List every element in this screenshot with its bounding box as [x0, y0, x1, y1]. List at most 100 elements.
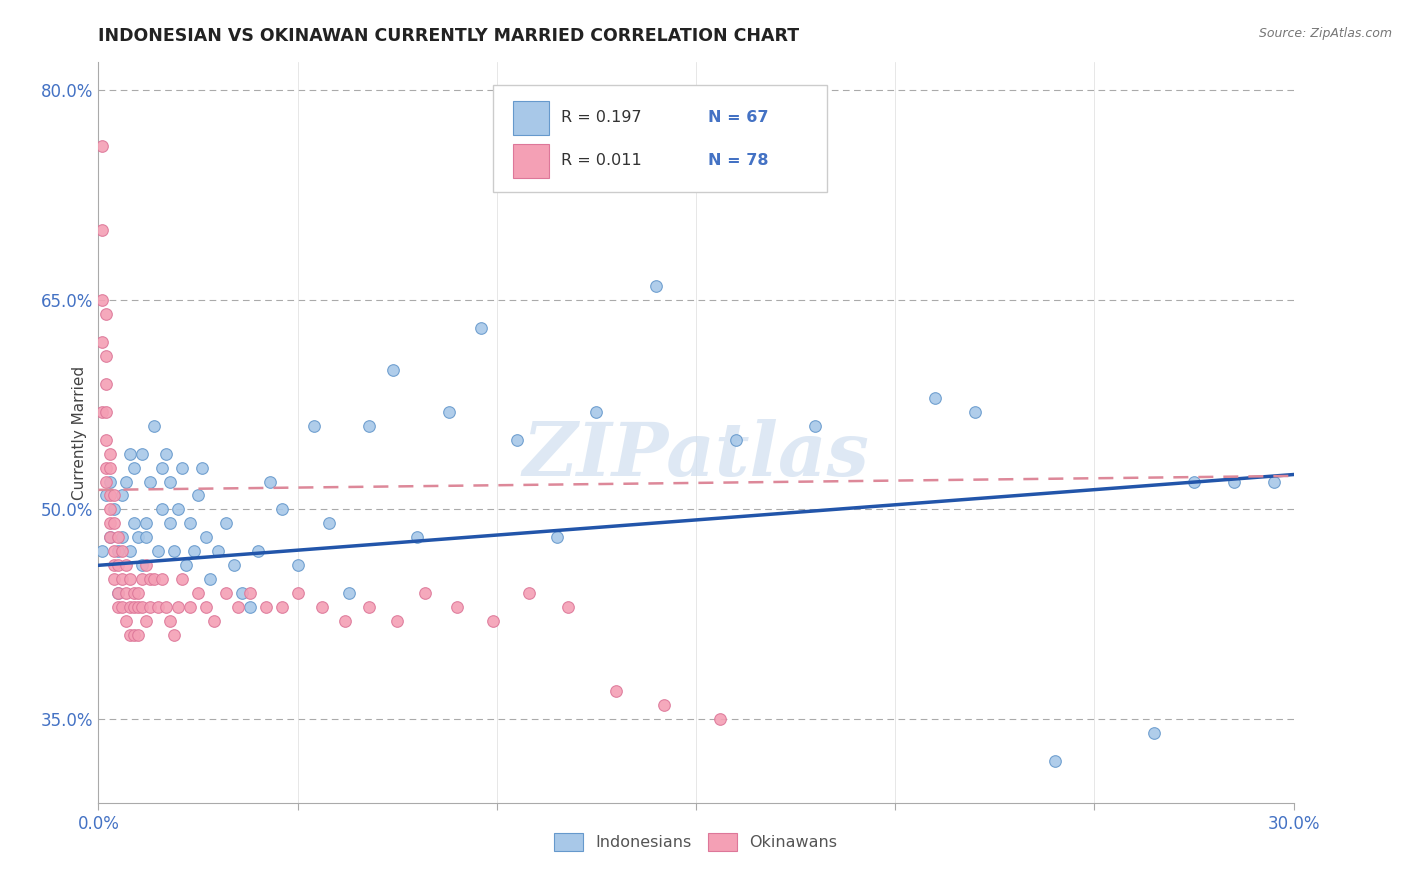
- Point: [1263, 475, 1285, 489]
- Point: [191, 460, 214, 475]
- Point: [143, 572, 166, 586]
- Point: [287, 558, 309, 573]
- Point: [179, 600, 201, 615]
- Point: [91, 139, 114, 153]
- Point: [517, 586, 540, 600]
- Point: [120, 544, 142, 558]
- Point: [226, 600, 249, 615]
- Point: [150, 460, 173, 475]
- Point: [124, 516, 146, 531]
- Point: [222, 558, 245, 573]
- Point: [359, 418, 381, 433]
- Point: [270, 502, 292, 516]
- Point: [98, 530, 122, 544]
- Point: [115, 558, 138, 573]
- Point: [605, 684, 627, 698]
- Point: [127, 600, 149, 615]
- Point: [96, 376, 118, 391]
- Point: [127, 628, 149, 642]
- Point: [96, 307, 118, 321]
- Point: [150, 572, 173, 586]
- Point: [143, 418, 166, 433]
- Text: N = 67: N = 67: [709, 111, 769, 126]
- Point: [120, 446, 142, 460]
- Point: [124, 586, 146, 600]
- Point: [804, 418, 827, 433]
- Point: [163, 628, 186, 642]
- Point: [159, 516, 181, 531]
- Point: [96, 349, 118, 363]
- Point: [270, 600, 292, 615]
- Point: [96, 475, 118, 489]
- Point: [437, 405, 460, 419]
- Point: [1223, 475, 1246, 489]
- Point: [98, 446, 122, 460]
- Point: [98, 475, 122, 489]
- Point: [148, 600, 170, 615]
- Text: R = 0.011: R = 0.011: [561, 153, 641, 169]
- Point: [124, 460, 146, 475]
- Point: [963, 405, 986, 419]
- Point: [131, 572, 153, 586]
- Point: [98, 460, 122, 475]
- Point: [111, 600, 134, 615]
- Point: [98, 530, 122, 544]
- Point: [103, 502, 125, 516]
- Point: [131, 558, 153, 573]
- Point: [91, 334, 114, 349]
- Point: [187, 488, 209, 502]
- Bar: [513, 144, 548, 178]
- Point: [98, 516, 122, 531]
- Point: [98, 488, 122, 502]
- Point: [120, 600, 142, 615]
- Point: [150, 502, 173, 516]
- Point: [339, 586, 361, 600]
- Point: [195, 600, 218, 615]
- Point: [179, 516, 201, 531]
- Point: [645, 279, 668, 293]
- Point: [359, 600, 381, 615]
- Point: [215, 586, 238, 600]
- Point: [167, 502, 190, 516]
- Point: [135, 516, 157, 531]
- Point: [724, 433, 747, 447]
- Point: [446, 600, 468, 615]
- Point: [195, 530, 218, 544]
- Text: ZIPatlas: ZIPatlas: [523, 418, 869, 491]
- Point: [167, 600, 190, 615]
- Point: [159, 614, 181, 628]
- Point: [103, 516, 125, 531]
- Point: [107, 544, 129, 558]
- Point: [124, 600, 146, 615]
- Y-axis label: Currently Married: Currently Married: [72, 366, 87, 500]
- FancyBboxPatch shape: [494, 85, 828, 192]
- Point: [187, 586, 209, 600]
- Point: [131, 446, 153, 460]
- Point: [91, 223, 114, 237]
- Point: [172, 572, 194, 586]
- Point: [207, 544, 229, 558]
- Point: [155, 446, 177, 460]
- Point: [111, 572, 134, 586]
- Point: [139, 475, 162, 489]
- Point: [215, 516, 238, 531]
- Point: [652, 698, 675, 712]
- Point: [91, 544, 114, 558]
- Point: [98, 502, 122, 516]
- Point: [506, 433, 529, 447]
- Point: [120, 572, 142, 586]
- Point: [159, 475, 181, 489]
- Point: [202, 614, 225, 628]
- Point: [115, 614, 138, 628]
- Text: Source: ZipAtlas.com: Source: ZipAtlas.com: [1258, 27, 1392, 40]
- Point: [103, 572, 125, 586]
- Point: [557, 600, 579, 615]
- Point: [111, 530, 134, 544]
- Point: [111, 544, 134, 558]
- Point: [127, 586, 149, 600]
- Point: [103, 558, 125, 573]
- Text: R = 0.197: R = 0.197: [561, 111, 641, 126]
- Point: [183, 544, 205, 558]
- Point: [254, 600, 277, 615]
- Point: [139, 600, 162, 615]
